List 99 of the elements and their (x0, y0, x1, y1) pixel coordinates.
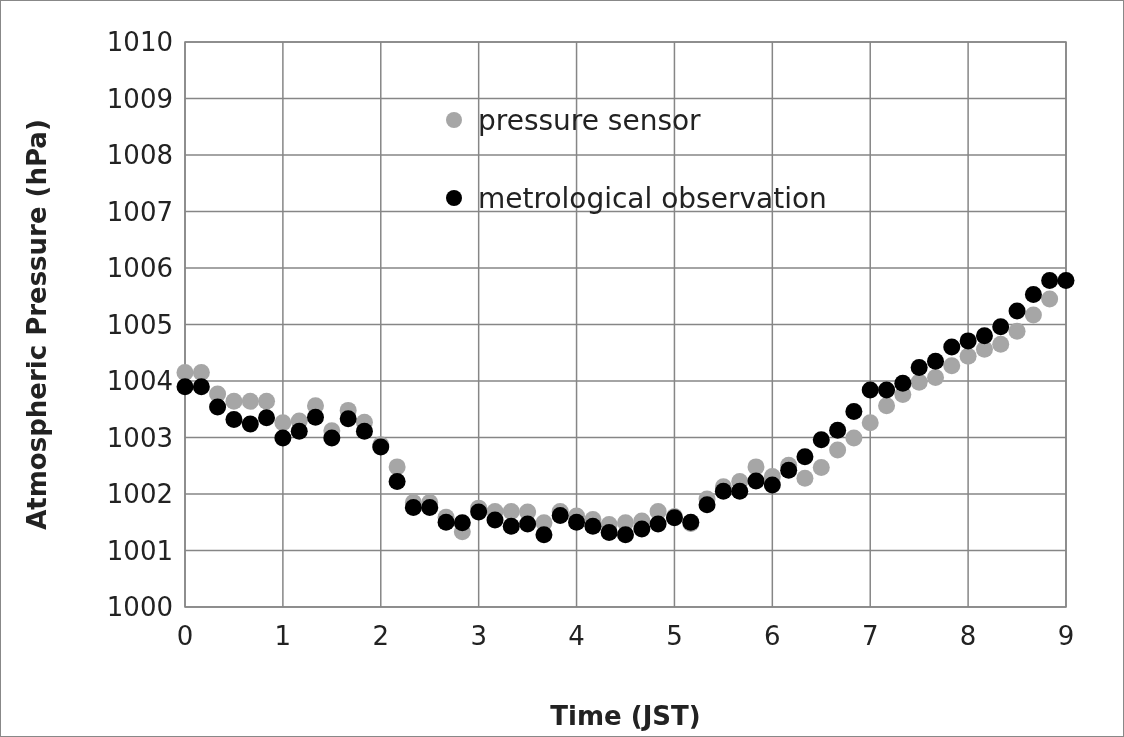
x-tick-label: 4 (568, 621, 585, 651)
point (829, 441, 847, 459)
x-tick-label: 0 (176, 621, 194, 651)
x-tick-label: 9 (1057, 621, 1075, 651)
point (910, 358, 928, 376)
legend-label: metrological observation (478, 181, 827, 215)
point (388, 458, 406, 476)
point (747, 472, 765, 490)
point (992, 318, 1010, 336)
point (241, 392, 259, 410)
point (192, 364, 210, 382)
point (943, 338, 961, 356)
point (388, 473, 406, 491)
point (731, 482, 749, 500)
x-axis-title: Time (JST) (550, 701, 701, 731)
point (975, 327, 993, 345)
point (535, 526, 553, 544)
point (600, 523, 618, 541)
point (845, 403, 863, 421)
point (861, 381, 879, 399)
point (910, 373, 928, 391)
y-tick-label: 1010 (106, 27, 173, 57)
point (323, 429, 341, 447)
point (258, 409, 276, 427)
point (861, 414, 879, 432)
point (763, 476, 781, 494)
x-tick-label: 8 (959, 621, 977, 651)
point (959, 347, 977, 365)
y-tick-label: 1000 (106, 592, 173, 622)
y-tick-label: 1002 (106, 479, 173, 509)
point (812, 431, 830, 449)
point (502, 503, 520, 521)
x-tick-label: 7 (861, 621, 879, 651)
point (404, 499, 422, 517)
point (519, 515, 537, 533)
point (829, 421, 847, 439)
point (486, 511, 504, 529)
point (780, 461, 798, 479)
point (992, 335, 1010, 353)
point (258, 392, 276, 410)
point (1024, 286, 1042, 304)
y-tick-label: 1006 (106, 253, 173, 283)
point (437, 513, 455, 531)
point (339, 410, 357, 428)
point (470, 503, 488, 521)
point (355, 422, 373, 440)
x-tick-label: 6 (764, 621, 781, 651)
point (306, 408, 324, 426)
y-tick-label: 1003 (106, 422, 173, 453)
point (1024, 306, 1042, 324)
y-tick-label: 1007 (106, 196, 173, 227)
point (274, 414, 292, 432)
point (812, 458, 830, 476)
point (796, 469, 814, 487)
point (502, 517, 520, 535)
point (698, 496, 716, 514)
point (176, 364, 194, 382)
point (421, 499, 439, 517)
point (894, 374, 912, 392)
point (225, 410, 243, 428)
point (878, 381, 896, 399)
point (1041, 290, 1059, 308)
x-tick-label: 2 (372, 621, 390, 651)
point (845, 429, 863, 447)
y-tick-label: 1005 (106, 309, 173, 340)
point (568, 513, 586, 531)
y-tick-label: 1009 (106, 83, 173, 114)
point (796, 448, 814, 466)
point (927, 352, 945, 370)
y-tick-label: 1004 (106, 366, 173, 396)
point (617, 526, 634, 544)
point (176, 378, 194, 396)
point (747, 458, 765, 476)
y-tick-label: 1001 (106, 535, 173, 566)
point (290, 422, 308, 440)
legend-label: pressure sensor (478, 103, 702, 137)
point (1008, 322, 1026, 340)
point (274, 429, 292, 447)
point (241, 415, 259, 433)
point (927, 369, 945, 387)
point (1008, 302, 1026, 320)
point (633, 520, 651, 538)
point (225, 392, 243, 410)
y-axis-title: Atmospheric Pressure (hPa) (22, 119, 52, 530)
y-tick-label: 1008 (106, 140, 173, 170)
point (584, 517, 602, 535)
x-tick-label: 1 (274, 621, 292, 651)
point (959, 332, 977, 350)
point (1041, 271, 1059, 289)
point (1057, 271, 1075, 289)
point (453, 514, 471, 532)
point (649, 515, 667, 533)
x-tick-label: 3 (470, 621, 487, 651)
point (878, 397, 896, 415)
point (209, 398, 227, 416)
point (943, 357, 961, 375)
x-tick-label: 5 (666, 621, 683, 651)
point (192, 378, 210, 396)
point (714, 482, 732, 500)
